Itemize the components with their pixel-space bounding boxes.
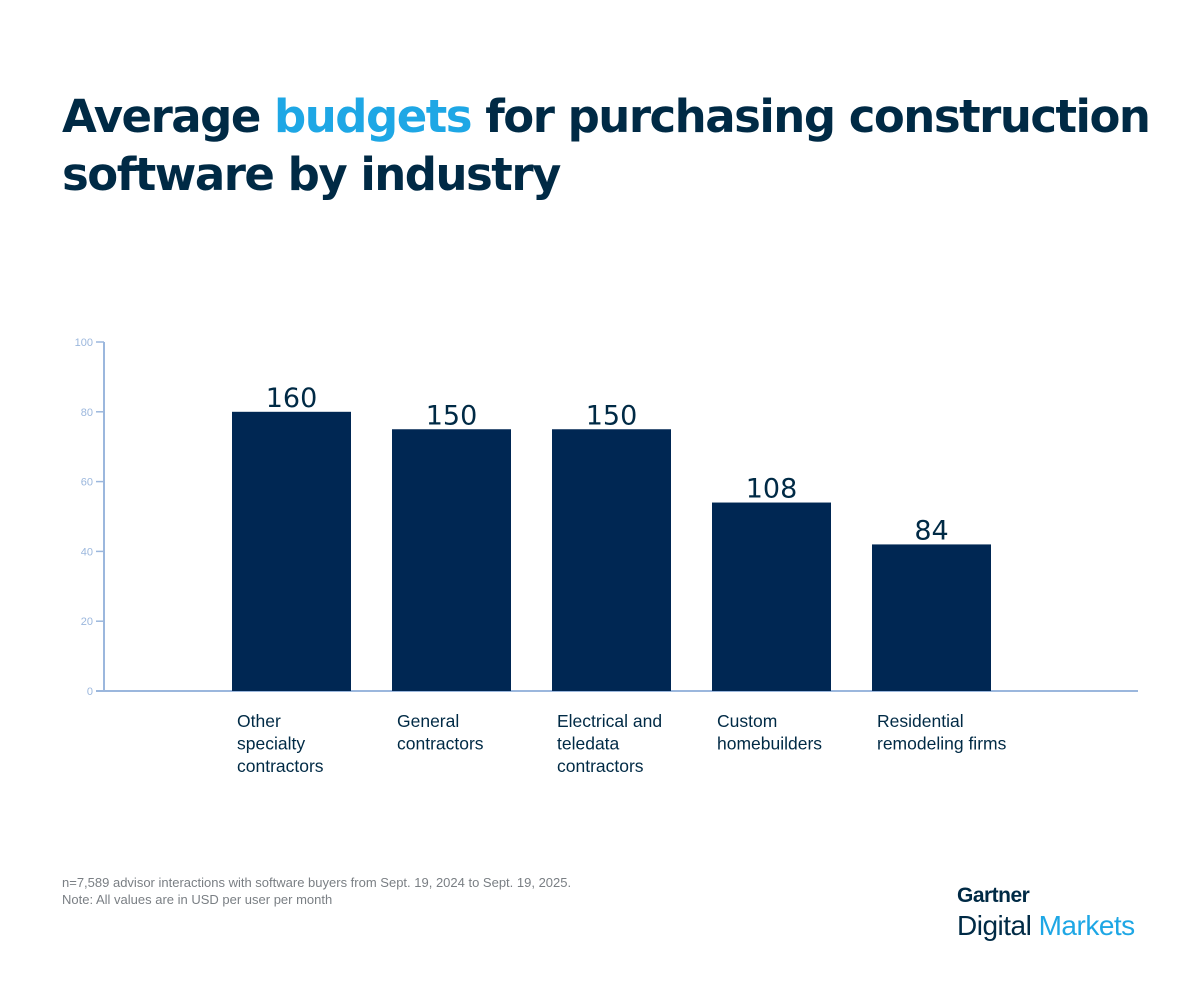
data-label: 160 bbox=[266, 383, 318, 414]
x-tick-label: Custom homebuilders bbox=[717, 711, 822, 754]
x-tick-label: General contractors bbox=[397, 711, 484, 754]
y-tick-label: 100 bbox=[75, 337, 93, 349]
bar bbox=[712, 502, 831, 691]
x-tick-label: Electrical and teledata contractors bbox=[557, 711, 662, 776]
y-tick-label: 40 bbox=[81, 546, 93, 558]
y-tick-label: 80 bbox=[81, 407, 93, 419]
data-label: 150 bbox=[586, 400, 638, 431]
bar bbox=[872, 544, 991, 691]
footnote: n=7,589 advisor interactions with softwa… bbox=[62, 874, 571, 908]
title-text-rest: for purchasing construction software by … bbox=[62, 90, 1151, 201]
gartner-logo: Gartner Digital Markets bbox=[957, 884, 1135, 942]
data-label: 108 bbox=[746, 474, 798, 505]
x-tick-label: Residential remodeling firms bbox=[877, 711, 1007, 754]
y-tick-label: 60 bbox=[81, 477, 93, 489]
title-text: Average bbox=[62, 90, 275, 143]
bar bbox=[392, 429, 511, 691]
chart-title: Average budgets for purchasing construct… bbox=[62, 88, 1162, 204]
bar bbox=[552, 429, 671, 691]
logo-product-1: Digital bbox=[957, 910, 1032, 941]
bar bbox=[232, 411, 351, 691]
y-tick-label: 20 bbox=[81, 616, 93, 628]
logo-brand: Gartner bbox=[957, 884, 1030, 907]
logo-product-2: Markets bbox=[1038, 910, 1136, 941]
footnote-note: Note: All values are in USD per user per… bbox=[62, 892, 333, 907]
title-highlight: budgets bbox=[274, 90, 473, 143]
footnote-sample: n=7,589 advisor interactions with softwa… bbox=[62, 875, 572, 890]
y-tick-label: 0 bbox=[87, 686, 93, 698]
logo-product: Digital Markets bbox=[957, 910, 1135, 942]
data-label: 150 bbox=[426, 400, 478, 431]
data-label: 84 bbox=[914, 515, 948, 546]
x-tick-label: Other specialty contractors bbox=[237, 711, 324, 776]
